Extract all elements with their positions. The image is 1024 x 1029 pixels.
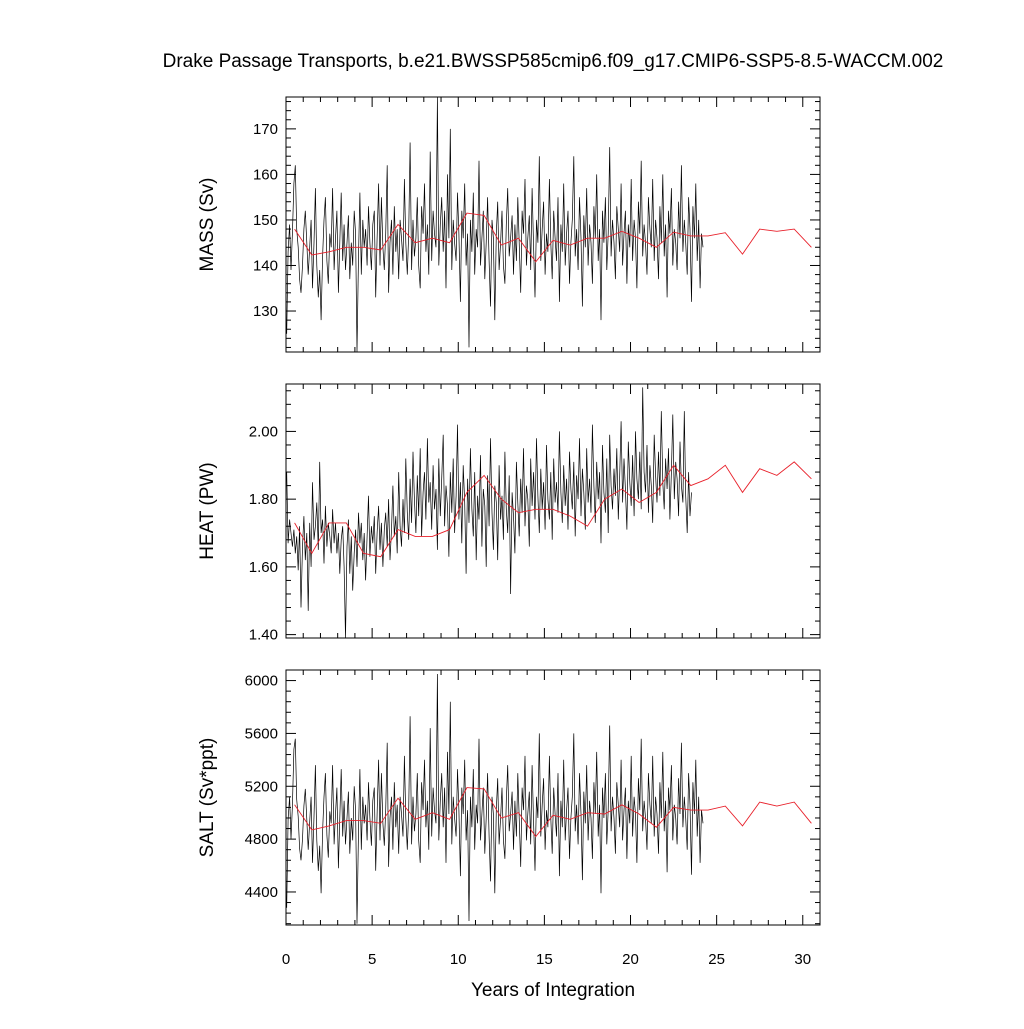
x-tick-label: 0	[282, 951, 290, 968]
panel-frame	[285, 96, 821, 353]
x-tick-label: 20	[622, 951, 639, 968]
monthly-series-line-heat	[286, 387, 692, 638]
x-tick-label: 10	[450, 951, 467, 968]
y-tick-label: 1.60	[249, 559, 278, 576]
y-tick-label: 140	[253, 257, 278, 274]
y-tick-label: 150	[253, 212, 278, 229]
y-tick-label: 1.40	[249, 627, 278, 644]
panel-heat: 1.40 1.60 1.80 2.00 HEAT (PW)	[197, 383, 821, 644]
x-tick-label: 25	[708, 951, 725, 968]
annual-series-line-heat	[294, 461, 812, 558]
x-tick-label: 5	[368, 951, 376, 968]
annual-series-line-mass	[294, 212, 812, 263]
chart-title: Drake Passage Transports, b.e21.BWSSP585…	[163, 51, 944, 72]
y-tick-label: 4400	[245, 884, 278, 901]
x-tick-label: 30	[794, 951, 811, 968]
panel-frame	[285, 383, 821, 639]
x-tick-label: 15	[536, 951, 553, 968]
panel-salt: 4400 4800 5200 5600 6000 SALT (Sv*ppt)	[197, 669, 821, 926]
y-axis-label-salt: SALT (Sv*ppt)	[197, 738, 218, 858]
y-axis-label-heat: HEAT (PW)	[197, 462, 218, 559]
y-tick-label: 1.80	[249, 491, 278, 508]
y-tick-label: 5200	[245, 778, 278, 795]
monthly-series-line-mass	[286, 97, 704, 352]
y-tick-label: 6000	[245, 673, 278, 690]
y-tick-label: 130	[253, 303, 278, 320]
x-axis-label: Years of Integration	[471, 980, 635, 1001]
y-tick-label: 5600	[245, 725, 278, 742]
y-axis-label-mass: MASS (Sv)	[197, 178, 218, 272]
y-tick-label: 170	[253, 121, 278, 138]
panel-mass: 130 140 150 160 170 MASS (Sv)	[197, 96, 821, 353]
monthly-series-line-salt	[286, 673, 704, 924]
y-tick-label: 160	[253, 166, 278, 183]
y-tick-label: 4800	[245, 831, 278, 848]
y-tick-label: 2.00	[249, 423, 278, 440]
annual-series-line-salt	[294, 787, 812, 838]
panel-frame	[285, 669, 821, 926]
